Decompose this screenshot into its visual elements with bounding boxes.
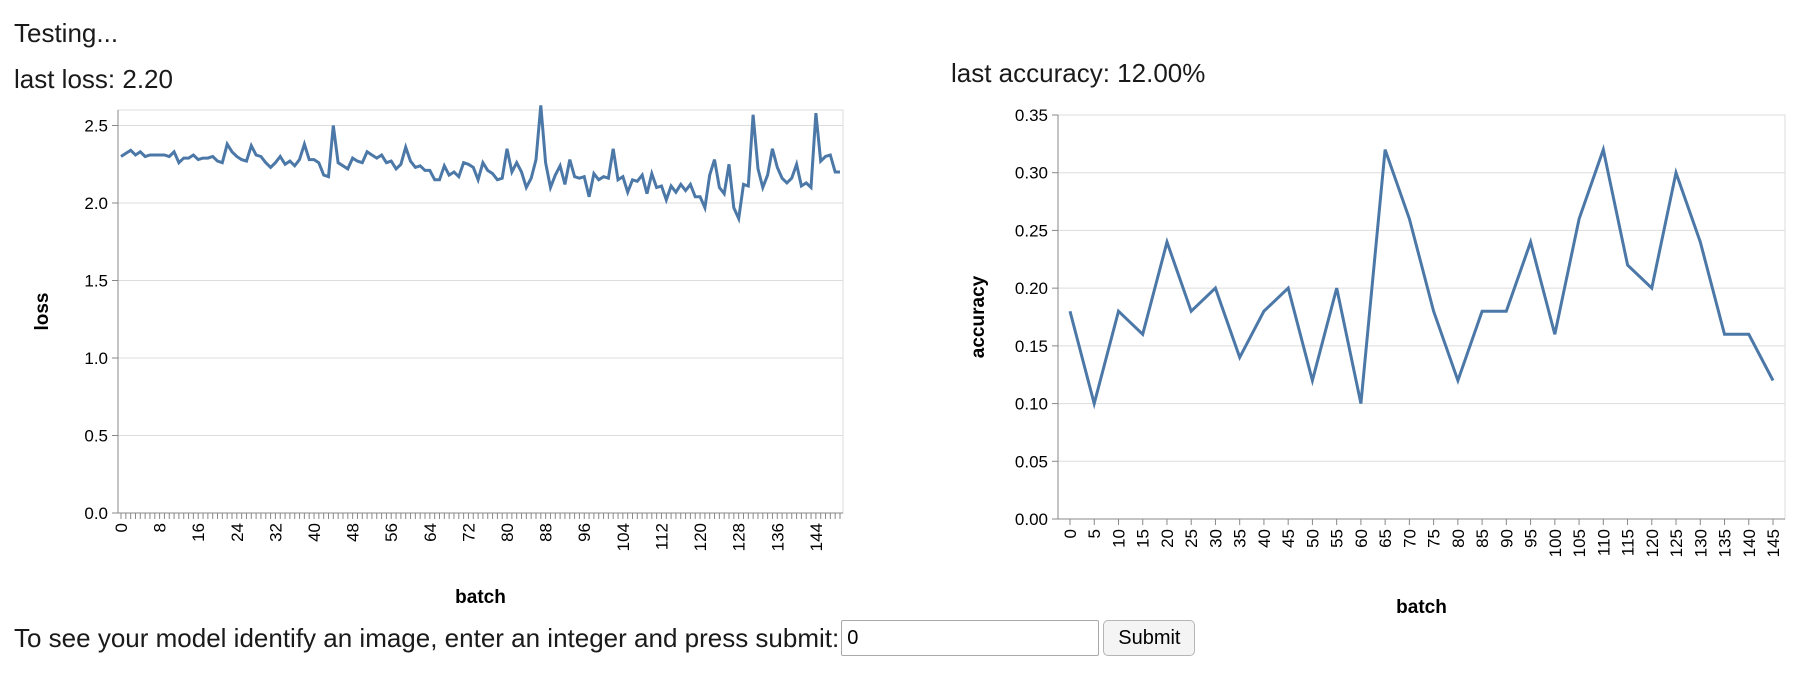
x-axis-title: batch xyxy=(1396,597,1447,618)
y-tick-label: 0.10 xyxy=(1015,395,1048,414)
x-tick-label: 64 xyxy=(421,523,440,542)
submit-button[interactable]: Submit xyxy=(1103,620,1196,656)
x-tick-label: 25 xyxy=(1182,529,1201,548)
y-tick-label: 2.0 xyxy=(84,194,108,213)
x-tick-label: 96 xyxy=(575,523,594,542)
x-tick-label: 120 xyxy=(691,523,710,551)
x-tick-label: 90 xyxy=(1497,529,1516,548)
x-tick-label: 32 xyxy=(266,523,285,542)
x-tick-label: 0 xyxy=(1061,529,1080,538)
x-tick-label: 80 xyxy=(1449,529,1468,548)
y-tick-label: 0.00 xyxy=(1015,510,1048,529)
y-tick-label: 1.5 xyxy=(84,272,108,291)
x-tick-label: 104 xyxy=(614,523,633,551)
x-tick-label: 125 xyxy=(1667,529,1686,557)
x-tick-label: 115 xyxy=(1619,529,1638,556)
x-tick-label: 128 xyxy=(730,523,749,551)
image-index-input[interactable] xyxy=(841,620,1100,656)
y-tick-label: 0.30 xyxy=(1015,164,1048,183)
last-accuracy-readout: last accuracy: 12.00% xyxy=(951,58,1206,88)
x-tick-label: 80 xyxy=(498,523,517,542)
y-tick-label: 0.5 xyxy=(84,427,108,446)
x-tick-label: 20 xyxy=(1158,529,1177,548)
y-tick-label: 0.35 xyxy=(1015,106,1048,125)
x-tick-label: 65 xyxy=(1376,529,1395,548)
y-axis-title: accuracy xyxy=(968,275,989,358)
x-tick-label: 75 xyxy=(1425,529,1444,548)
x-tick-label: 60 xyxy=(1352,529,1371,548)
x-tick-label: 56 xyxy=(382,523,401,542)
x-tick-label: 8 xyxy=(151,523,170,532)
y-tick-label: 0.25 xyxy=(1015,221,1048,240)
x-tick-label: 112 xyxy=(652,523,671,550)
x-tick-label: 40 xyxy=(305,523,324,542)
x-tick-label: 88 xyxy=(537,523,556,542)
x-tick-label: 35 xyxy=(1231,529,1250,548)
y-axis-title: loss xyxy=(32,292,53,330)
x-tick-label: 100 xyxy=(1546,529,1565,557)
x-tick-label: 85 xyxy=(1473,529,1492,548)
accuracy-chart: 0.00 0.05 0.10 0.15 0.20 0.25 0.30 0.35 0 5 10 15 20… xyxy=(968,106,1786,618)
x-tick-label: 110 xyxy=(1594,529,1613,556)
x-tick-label: 120 xyxy=(1643,529,1662,557)
x-tick-label: 144 xyxy=(807,523,826,551)
x-tick-label: 5 xyxy=(1085,529,1104,538)
x-tick-label: 40 xyxy=(1255,529,1274,548)
x-tick-label: 0 xyxy=(112,523,131,532)
x-tick-label: 140 xyxy=(1740,529,1759,557)
y-tick-label: 1.0 xyxy=(84,349,108,368)
y-tick-label: 0.20 xyxy=(1015,279,1048,298)
x-axis-title: batch xyxy=(455,587,506,608)
last-loss-readout: last loss: 2.20 xyxy=(14,64,173,94)
x-tick-label: 72 xyxy=(459,523,478,542)
x-tick-label: 50 xyxy=(1303,529,1322,548)
x-tick-label: 24 xyxy=(228,523,247,542)
x-tick-label: 48 xyxy=(344,523,363,542)
y-tick-label: 2.5 xyxy=(84,117,108,136)
x-tick-label: 135 xyxy=(1716,529,1735,557)
y-tick-label: 0.15 xyxy=(1015,337,1048,356)
x-tick-label: 10 xyxy=(1109,529,1128,548)
x-tick-label: 30 xyxy=(1206,529,1225,548)
x-tick-label: 16 xyxy=(189,523,208,542)
status-text: Testing... xyxy=(14,18,119,48)
x-tick-label: 95 xyxy=(1522,529,1541,548)
x-tick-label: 105 xyxy=(1570,529,1589,557)
x-tick-label: 130 xyxy=(1691,529,1710,557)
y-tick-label: 0.05 xyxy=(1015,452,1048,471)
x-tick-label: 136 xyxy=(768,523,787,551)
series-line xyxy=(1068,144,1775,410)
x-tick-label: 70 xyxy=(1400,529,1419,548)
x-tick-label: 15 xyxy=(1134,529,1153,548)
loss-chart: 0.0 0.5 1.0 1.5 2.0 2.5 0 8 16 24 32 40 48 56 64 72 80 88… xyxy=(32,105,844,608)
series-line xyxy=(120,105,840,224)
identify-form: To see your model identify an image, ent… xyxy=(14,620,1196,656)
y-tick-label: 0.0 xyxy=(84,504,108,523)
x-tick-label: 145 xyxy=(1764,529,1783,557)
x-tick-label: 45 xyxy=(1279,529,1298,548)
identify-prompt: To see your model identify an image, ent… xyxy=(14,623,840,653)
x-tick-label: 55 xyxy=(1328,529,1347,548)
